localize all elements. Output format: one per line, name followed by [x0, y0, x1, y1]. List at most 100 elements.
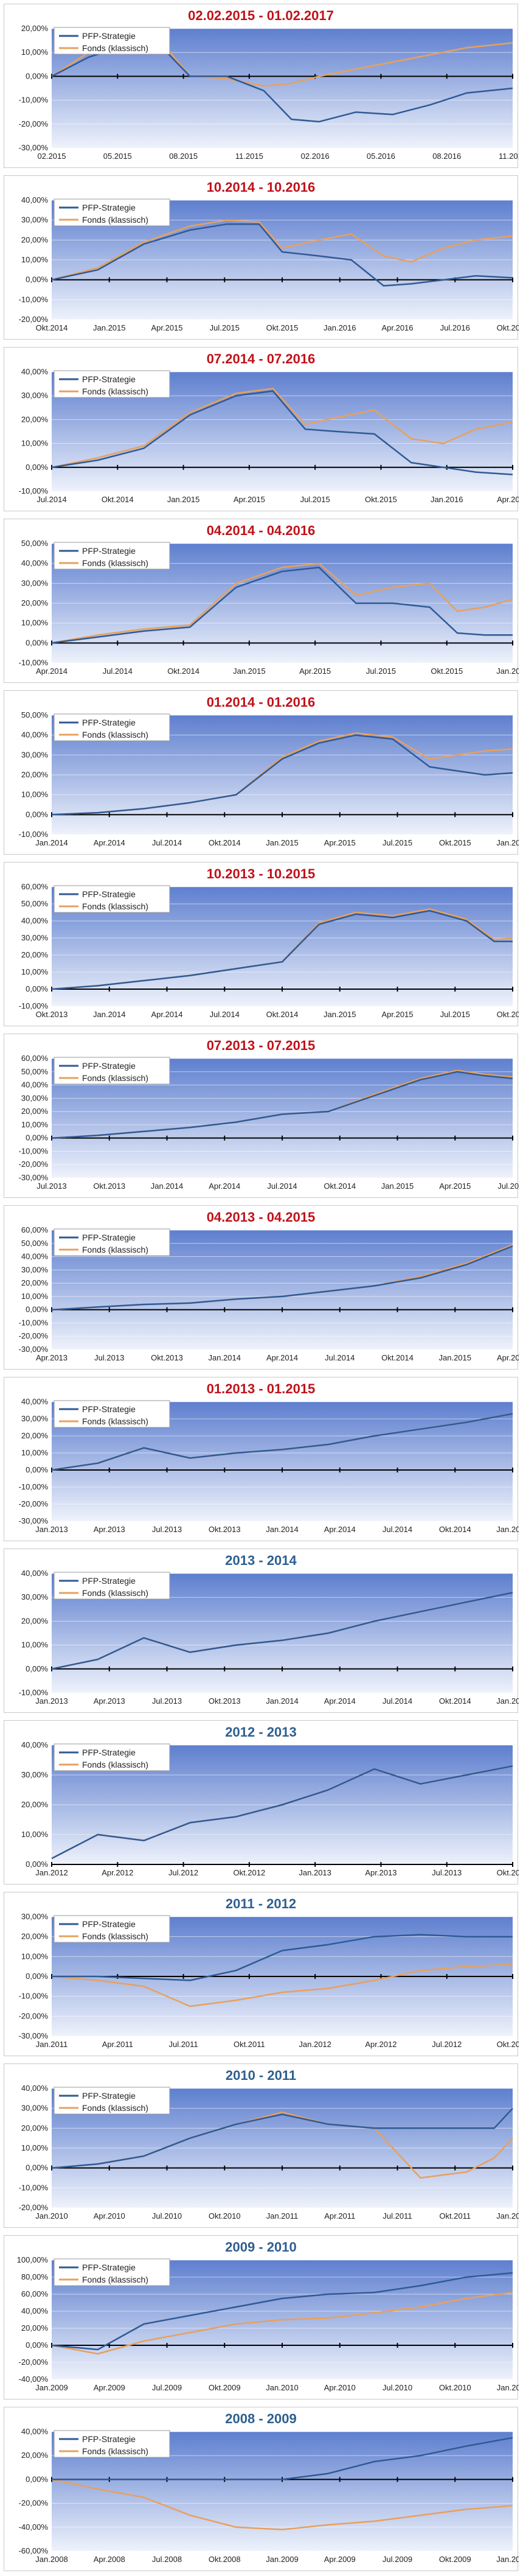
legend-label: Fonds (klassisch) — [82, 1931, 148, 1941]
y-tick-label: -10,00% — [19, 1318, 49, 1327]
x-tick-label: Apr.2013 — [94, 1525, 125, 1534]
y-tick-label: 30,00% — [21, 578, 49, 587]
legend — [54, 542, 170, 570]
x-tick-label: 08.2016 — [432, 152, 461, 161]
y-tick-label: 60,00% — [21, 1054, 49, 1063]
chart-panel: 2008 - 2009 40,00% 20,00% 0,00% -20,00% -40,0… — [4, 2407, 519, 2571]
y-tick-label: 100,00% — [17, 2255, 49, 2264]
x-tick-label: Okt.2014 — [266, 1010, 299, 1019]
x-tick-label: Jan.2012 — [496, 2211, 519, 2221]
x-tick-label: Jul.2013 — [152, 1696, 182, 1706]
chart-panel: 07.2014 - 07.2016 40,00% 30,00% 20,00% 10,00… — [4, 347, 519, 511]
y-tick-label: 0,00% — [26, 984, 48, 993]
series-line — [51, 2107, 513, 2169]
line-chart: 40,00% 30,00% 20,00% 10,00% 0,00% -10,00% -20,… — [19, 1397, 519, 1534]
y-tick-label: -20,00% — [19, 315, 49, 324]
line-chart: 40,00%20,00%0,00%-20,00%-40,00%-60,00%Ja… — [19, 2427, 519, 2564]
x-tick-label: Jul.2014 — [325, 1353, 355, 1362]
y-tick-label: 0,00% — [26, 1664, 48, 1673]
chart-panel: 07.2013 - 07.2015 60,00% 50,00% 40,00% 30,00… — [4, 1034, 519, 1198]
line-chart: 30,00% 20,00% 10,00% 0,00% -10,00% -20,00% -30… — [19, 1912, 519, 2049]
y-tick-label: 0,00% — [26, 2163, 48, 2172]
series-line — [51, 2479, 513, 2530]
series-line — [51, 1964, 513, 2007]
y-tick-label: -40,00% — [19, 2522, 49, 2532]
x-tick-label: Jan.2014 — [266, 1696, 299, 1706]
x-tick-label: Jan.2011 — [266, 2211, 299, 2221]
legend-label: PFP-Strategie — [82, 1061, 136, 1071]
y-tick-label: 40,00% — [21, 916, 49, 925]
chart-panel: 2011 - 2012 30,00% 20,00% 10,00% 0,00% -10,00… — [4, 1892, 519, 2056]
y-tick-label: 20,00% — [21, 24, 49, 33]
chart-title: 04.2013 - 04.2015 — [206, 1209, 316, 1225]
y-tick-label: 20,00% — [21, 235, 49, 244]
x-tick-label: Jul.2014 — [103, 667, 133, 676]
x-tick-label: Okt.2014 — [439, 1525, 471, 1534]
legend-label: PFP-Strategie — [82, 203, 136, 212]
y-tick-label: -30,00% — [19, 1345, 49, 1354]
legend — [54, 1915, 170, 1943]
x-tick-label: Okt.2012 — [233, 1868, 265, 1877]
x-tick-label: Jan.2011 — [497, 2383, 519, 2392]
legend-label: Fonds (klassisch) — [82, 2446, 148, 2456]
chart-title: 04.2014 - 04.2016 — [206, 523, 316, 538]
x-tick-label: Apr.2015 — [299, 667, 331, 676]
y-tick-label: 10,00% — [21, 1830, 49, 1839]
x-tick-label: Apr.2011 — [102, 2040, 133, 2049]
series-line — [51, 1245, 513, 1311]
y-tick-label: 40,00% — [21, 1740, 49, 1749]
series-line — [51, 1765, 513, 1860]
x-tick-label: Okt.2013 — [36, 1010, 68, 1019]
y-tick-label: 20,00% — [21, 1616, 49, 1625]
line-chart: 50,00% 40,00% 30,00% 20,00% 10,00% 0,00% -10,0… — [19, 539, 519, 676]
x-tick-label: Apr.2010 — [94, 2211, 125, 2221]
series-line — [52, 1934, 513, 1981]
y-tick-label: 40,00% — [21, 1080, 49, 1090]
series-line — [51, 566, 513, 644]
y-tick-label: -60,00% — [19, 2546, 49, 2555]
x-tick-label: Jul.2008 — [152, 2555, 182, 2564]
x-tick-label: Okt.2014 — [102, 495, 134, 504]
y-tick-label: 0,00% — [26, 1305, 48, 1314]
x-tick-label: Apr.2014 — [266, 1353, 298, 1362]
x-tick-label: Apr.2014 — [209, 1181, 240, 1191]
x-tick-label: Jan.2015 — [381, 1181, 414, 1191]
x-tick-label: Apr.2014 — [324, 1525, 356, 1534]
line-chart: 60,00% 50,00% 40,00% 30,00% 20,00% 10,00% 0,00… — [19, 882, 519, 1019]
y-tick-label: 30,00% — [21, 1770, 49, 1779]
legend-label: PFP-Strategie — [82, 1919, 136, 1929]
x-tick-label: Okt.2014 — [439, 1696, 471, 1706]
x-tick-label: Apr.2011 — [324, 2211, 355, 2221]
chart-title: 2009 - 2010 — [225, 2239, 297, 2255]
legend-label: Fonds (klassisch) — [82, 1245, 148, 1255]
x-tick-label: Jan.2013 — [299, 1868, 331, 1877]
x-tick-label: Apr.2014 — [151, 1010, 182, 1019]
x-tick-label: Okt.2010 — [209, 2211, 241, 2221]
x-tick-label: Okt.2015 — [365, 495, 397, 504]
x-tick-label: Apr.2014 — [94, 838, 125, 847]
y-tick-label: 40,00% — [21, 195, 49, 205]
y-tick-label: -10,00% — [19, 658, 49, 667]
x-tick-label: Apr.2012 — [365, 2040, 397, 2049]
line-chart: 40,00% 30,00% 20,00% 10,00% 0,00%Jan.2012 Apr… — [21, 1740, 519, 1877]
y-tick-label: 30,00% — [21, 215, 49, 225]
legend-label: Fonds (klassisch) — [82, 1416, 148, 1426]
y-tick-label: -30,00% — [19, 1516, 49, 1525]
y-tick-label: 20,00% — [21, 2451, 49, 2460]
y-tick-label: 50,00% — [21, 710, 49, 719]
x-tick-label: Jan.2015 — [324, 1010, 356, 1019]
x-tick-label: Apr.2010 — [324, 2383, 356, 2392]
x-tick-label: Apr.2013 — [365, 1868, 397, 1877]
x-tick-label: Apr.2014 — [36, 667, 68, 676]
chart-panel: 2012 - 2013 40,00% 30,00% 20,00% 10,00% 0,00%… — [4, 1720, 519, 1885]
x-tick-label: Jan.2016 — [496, 667, 519, 676]
x-tick-label: Jan.2016 — [431, 495, 463, 504]
x-tick-label: Jan.2012 — [35, 1868, 68, 1877]
legend-label: PFP-Strategie — [82, 31, 136, 41]
legend-label: PFP-Strategie — [82, 1404, 136, 1414]
x-tick-label: Jan.2014 — [209, 1353, 241, 1362]
line-chart: 100,00% 80,00% 60,00% 40,00% 20,00% 0,00% -20,… — [17, 2255, 519, 2392]
y-tick-label: 20,00% — [21, 415, 49, 424]
y-tick-label: 60,00% — [21, 1225, 49, 1234]
x-tick-label: Jan.2015 — [233, 667, 266, 676]
